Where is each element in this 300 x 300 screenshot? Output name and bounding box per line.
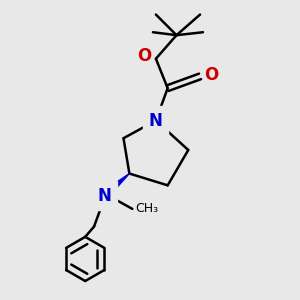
Text: CH₃: CH₃ — [135, 202, 158, 215]
Text: N: N — [149, 112, 163, 130]
Text: N: N — [98, 187, 111, 205]
Text: O: O — [205, 66, 219, 84]
Polygon shape — [103, 174, 129, 197]
Text: O: O — [137, 47, 152, 65]
